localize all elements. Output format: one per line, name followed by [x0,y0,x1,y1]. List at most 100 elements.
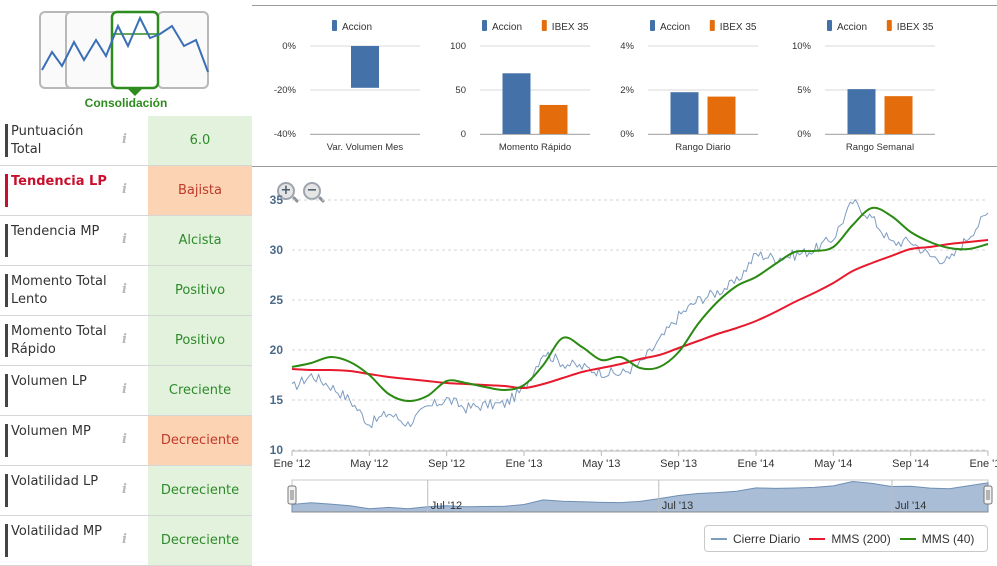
series-line-mms-40 [291,206,989,403]
legend-line-swatch [711,537,727,540]
y-tick-label: 20 [270,343,284,357]
zoom-out-icon[interactable]: − [303,182,321,200]
indicator-value: Decreciente [148,516,252,565]
bar-ibex-35 [707,96,736,134]
row-marker [5,174,8,207]
zoom-in-icon[interactable]: + [277,182,295,200]
navigator-handle-right [983,485,993,505]
indicator-label: Puntuación Total [11,124,84,157]
x-tick-label: Sep '13 [660,458,697,470]
legend-item-cierre-diario[interactable]: Cierre Diario [711,532,800,546]
row-marker [5,424,8,457]
indicator-value: Positivo [148,316,252,365]
x-tick-label: Ene '12 [274,458,311,470]
indicator-label: Tendencia MP [11,224,100,239]
info-icon[interactable]: i [122,332,127,347]
legend-swatch [827,20,832,31]
middle-divider [252,166,997,167]
indicator-label: Momento Total Lento [11,274,107,307]
mini-chart-plot: Accion IBEX 35 100 50 0 Momento Rápido [450,20,590,153]
indicator-value: Bajista [148,166,252,215]
info-icon[interactable]: i [122,482,127,497]
legend-swatch [886,20,892,31]
y-tick-label: 30 [270,243,284,257]
legend-label: Accion [492,22,522,33]
navigator-label: Jul '14 [895,500,926,512]
indicator-label: Volatilidad LP [11,474,99,489]
legend-label: Cierre Diario [733,531,801,546]
indicator-value: 6.0 [148,116,252,165]
row-marker [5,224,8,257]
series-line-cierre-diario [291,199,989,429]
mini-chart-plot: Accion IBEX 35 10% 5% 0% Rango Semanal [792,20,935,153]
info-icon[interactable]: i [122,182,127,197]
series-line-mms-200 [291,239,989,390]
indicator-value: Decreciente [148,416,252,465]
row-marker [5,374,8,407]
indicator-value: Alcista [148,216,252,265]
legend-label: Accion [660,22,690,33]
indicator-label: Volatilidad MP [11,524,103,539]
top-divider [252,5,997,6]
bar-accion [502,73,531,134]
range-navigator[interactable]: Jul '12 Jul '13 Jul '14 [252,478,997,528]
y-tick-label: 0 [461,129,466,140]
navigator-area [291,480,989,513]
x-tick-label: May '12 [350,458,388,470]
mini-chart-momento-r-pido: Accion IBEX 35 100 50 0 Momento Rápido [440,10,620,164]
chart-legend: Cierre Diario MMS (200) MMS (40) [704,525,988,552]
x-tick-label: May '13 [582,458,620,470]
indicator-value: Creciente [148,366,252,415]
info-icon[interactable]: i [122,132,127,147]
y-tick-label: 50 [455,85,466,96]
indicator-row-volumen-lp: Volumen LP i Creciente [0,366,252,416]
y-tick-label: 10% [792,41,812,52]
info-icon[interactable]: i [122,232,127,247]
legend-item-mms-40[interactable]: MMS (40) [899,532,974,546]
legend-label: IBEX 35 [552,22,589,33]
indicator-row-volatilidad-mp: Volatilidad MP i Decreciente [0,516,252,566]
row-marker [5,474,8,507]
mini-chart-var-volumen-mes: Accion 0% -20% -40% Var. Volumen Mes [270,10,450,164]
indicator-row-tendencia-lp: Tendencia LP i Bajista [0,166,252,216]
x-tick-label: Sep '12 [428,458,465,470]
y-tick-label: 15 [270,393,284,407]
legend-swatch [482,20,487,31]
bar-accion [847,89,876,134]
indicator-row-momento-total-r-pido: Momento Total Rápido i Positivo [0,316,252,366]
y-tick-label: 35 [270,193,284,207]
y-tick-label: -40% [274,129,297,140]
info-icon[interactable]: i [122,432,127,447]
legend-label: IBEX 35 [897,22,934,33]
mini-chart-plot: Accion IBEX 35 4% 2% 0% Rango Diario [620,20,758,153]
legend-swatch [650,20,655,31]
y-tick-label: 4% [620,41,634,52]
indicator-label: Momento Total Rápido [11,324,107,357]
x-tick-label: Sep '14 [892,458,929,470]
y-tick-label: 100 [450,41,466,52]
x-tick-label: May '14 [814,458,852,470]
indicator-label: Tendencia LP [11,174,107,189]
navigator-label: Jul '13 [662,500,693,512]
row-marker [5,124,8,157]
legend-line-swatch [899,537,916,540]
legend-swatch [541,20,547,31]
bar-accion [351,46,379,88]
y-tick-label: 0% [282,41,296,52]
info-icon[interactable]: i [122,382,127,397]
indicator-label: Volumen LP [11,374,87,389]
info-icon[interactable]: i [122,282,127,297]
legend-item-mms-200[interactable]: MMS (200) [809,532,891,546]
y-tick-label: 0% [797,129,811,140]
indicator-label: Volumen MP [11,424,91,439]
legend-swatch [332,20,337,31]
legend-line-swatch [809,537,826,540]
mini-chart-plot: Accion 0% -20% -40% Var. Volumen Mes [274,20,420,153]
info-icon[interactable]: i [122,532,127,547]
pattern-logo: Consolidación [0,0,252,116]
indicator-row-tendencia-mp: Tendencia MP i Alcista [0,216,252,266]
indicator-panel: Consolidación Puntuación Total i 6.0 Tenden… [0,0,252,566]
x-tick-label: Ene '14 [738,458,775,470]
indicator-row-puntuaci-n-total: Puntuación Total i 6.0 [0,116,252,166]
